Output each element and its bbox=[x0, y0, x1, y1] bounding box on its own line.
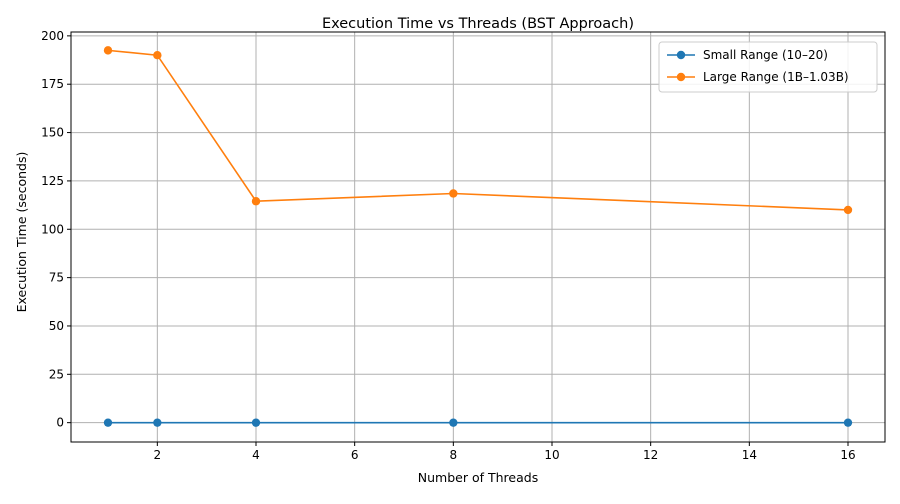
y-tick-label: 75 bbox=[49, 271, 64, 285]
y-tick-label: 25 bbox=[49, 367, 64, 381]
x-axis-ticks: 2 4 6 8 10 12 14 16 bbox=[154, 442, 856, 462]
x-tick-label: 10 bbox=[544, 448, 559, 462]
y-tick-label: 125 bbox=[41, 174, 64, 188]
series-2-point bbox=[153, 51, 162, 60]
legend-box bbox=[658, 41, 878, 93]
legend-label: Large Range (1B–1.03B) bbox=[703, 70, 849, 84]
y-tick-label: 175 bbox=[41, 77, 64, 91]
series-2 bbox=[103, 46, 853, 215]
series-1-point bbox=[103, 418, 113, 427]
x-tick-label: 8 bbox=[450, 448, 458, 462]
y-tick-label: 200 bbox=[41, 29, 64, 43]
y-tick-label: 0 bbox=[56, 416, 64, 430]
series-1 bbox=[103, 418, 853, 427]
y-tick-label: 150 bbox=[41, 126, 64, 140]
series-2-point bbox=[251, 197, 261, 206]
legend-item: Small Range (10–20) bbox=[667, 48, 828, 62]
grid bbox=[71, 32, 885, 442]
series-1-point bbox=[449, 418, 458, 427]
series-2-point bbox=[843, 205, 853, 215]
x-tick-label: 6 bbox=[351, 448, 359, 462]
y-tick-label: 100 bbox=[41, 222, 64, 236]
plot-frame bbox=[70, 31, 886, 443]
legend-label: Small Range (10–20) bbox=[703, 48, 828, 62]
series-2-point bbox=[449, 189, 458, 198]
legend: Small Range (10–20) Large Range (1B–1.03B… bbox=[658, 41, 878, 93]
legend-item: Large Range (1B–1.03B) bbox=[667, 70, 849, 84]
x-tick-label: 14 bbox=[742, 448, 757, 462]
x-tick-label: 12 bbox=[643, 448, 658, 462]
series-layer bbox=[103, 46, 853, 427]
y-axis-label: Execution Time (seconds) bbox=[14, 152, 29, 313]
legend-swatch-marker bbox=[676, 50, 686, 60]
series-1-point bbox=[251, 418, 261, 427]
x-tick-label: 16 bbox=[840, 448, 855, 462]
series-1-point bbox=[843, 418, 853, 427]
y-tick-label: 50 bbox=[49, 319, 64, 333]
series-1-point bbox=[153, 418, 162, 427]
y-axis-ticks: 0 25 50 75 100 125 150 175 200 bbox=[41, 29, 71, 430]
series-2-point bbox=[103, 46, 113, 55]
x-tick-label: 4 bbox=[252, 448, 260, 462]
chart-title: Execution Time vs Threads (BST Approach) bbox=[322, 16, 634, 32]
x-axis-label: Number of Threads bbox=[418, 470, 538, 485]
x-tick-label: 2 bbox=[154, 448, 162, 462]
legend-swatch-marker bbox=[676, 72, 686, 82]
